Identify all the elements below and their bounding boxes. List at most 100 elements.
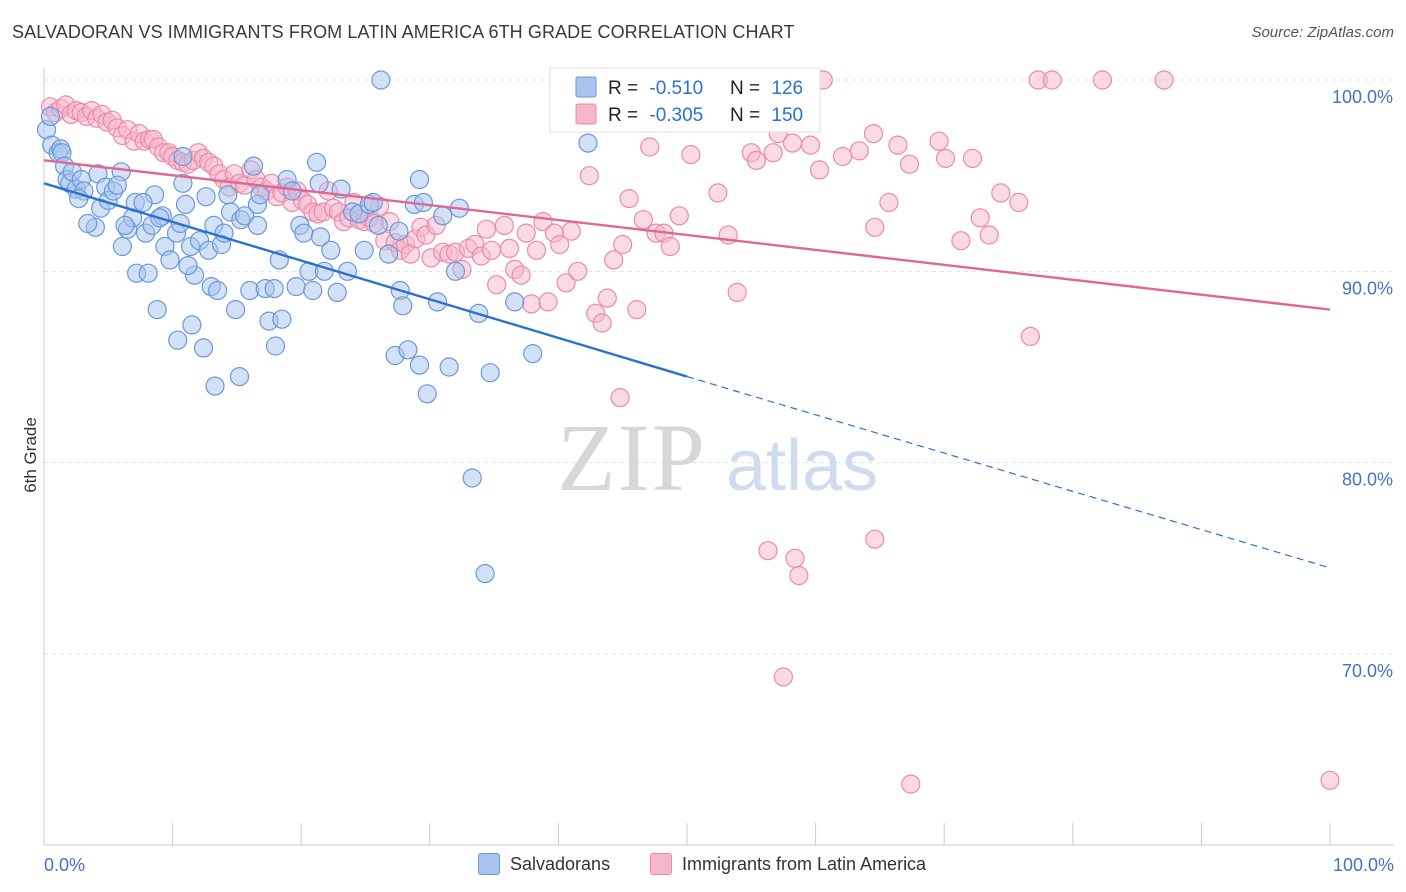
legend-row2-r-label: R = — [608, 105, 643, 126]
salvadorans-point-72 — [310, 227, 331, 247]
immigrants-point-99 — [568, 261, 588, 281]
salvadorans-point-52 — [226, 300, 246, 320]
immigrants-point-104 — [604, 250, 624, 270]
legend-row1-n: N = 126 — [730, 78, 803, 99]
immigrants-point-86 — [494, 215, 514, 235]
legend-swatch-blue — [575, 76, 597, 98]
salvadorans-point-109 — [115, 215, 135, 235]
salvadorans-point-82 — [363, 192, 383, 213]
immigrants-point-152 — [865, 217, 885, 237]
immigrants-point-91 — [521, 294, 542, 314]
legend-label-immigrants: Immigrants from Latin America — [682, 853, 927, 874]
immigrants-point-90 — [516, 223, 536, 243]
legend-row1-r: R = -0.510 — [608, 78, 703, 99]
salvadorans-point-61 — [264, 279, 284, 299]
salvadorans-point-34 — [168, 330, 188, 350]
immigrants-point-150 — [610, 388, 630, 408]
x-tick-label-start: 0.0% — [44, 855, 85, 875]
immigrants-point-133 — [935, 148, 956, 168]
immigrants-point-153 — [951, 231, 971, 251]
y-axis-label: 6th Grade — [21, 417, 40, 493]
salvadorans-point-20 — [112, 236, 133, 257]
salvadorans-trend-extension — [686, 375, 1331, 569]
immigrants-point-120 — [763, 143, 783, 163]
salvadorans-point-75 — [327, 282, 347, 302]
immigrants-point-131 — [899, 154, 920, 174]
salvadorans-point-116 — [247, 215, 268, 235]
immigrants-point-137 — [1009, 192, 1029, 213]
salvadorans-point-117 — [309, 173, 329, 193]
immigrants-point-135 — [979, 225, 999, 245]
immigrants-point-109 — [640, 137, 660, 157]
salvadorans-point-32 — [160, 250, 180, 270]
salvadorans-point-118 — [389, 221, 409, 241]
immigrants-point-119 — [746, 150, 767, 170]
immigrants-point-107 — [627, 300, 647, 320]
salvadorans-point-80 — [354, 240, 374, 260]
salvadorans-point-43 — [196, 187, 216, 207]
salvadorans-point-88 — [393, 296, 413, 316]
immigrants-point-142 — [1020, 326, 1041, 346]
legend-row2-n: N = 150 — [730, 105, 803, 126]
salvadorans-point-29 — [147, 300, 167, 320]
watermark: ZIP atlas — [557, 404, 878, 511]
salvadorans-point-103 — [523, 344, 543, 364]
immigrants-point-136 — [991, 183, 1011, 203]
immigrants-point-141 — [1154, 70, 1174, 90]
salvadorans-point-106 — [229, 367, 250, 387]
salvadorans-point-39 — [182, 315, 202, 335]
immigrants-point-144 — [785, 548, 805, 568]
immigrants-point-106 — [619, 189, 639, 209]
immigrants-trend-line — [43, 159, 1331, 311]
immigrants-point-108 — [633, 210, 653, 230]
immigrants-point-114 — [681, 145, 701, 165]
series-immigrants-latin-america — [40, 70, 1340, 794]
salvadorans-point-42 — [193, 338, 214, 358]
immigrants-point-96 — [550, 234, 570, 255]
immigrants-point-84 — [481, 240, 502, 260]
immigrants-point-154 — [970, 208, 990, 228]
salvadorans-point-66 — [286, 277, 306, 297]
salvadorans-point-101 — [480, 363, 500, 383]
salvadorans-point-113 — [107, 175, 127, 195]
legend-series: Salvadorans Immigrants from Latin Americ… — [0, 850, 1406, 878]
immigrants-point-85 — [487, 275, 507, 295]
immigrants-point-139 — [1042, 70, 1062, 90]
axes — [43, 68, 1394, 846]
salvadorans-point-95 — [433, 206, 453, 226]
immigrants-point-127 — [849, 141, 869, 161]
legend-item-salvadorans[interactable]: Salvadorans — [478, 850, 610, 878]
salvadorans-point-89 — [398, 340, 418, 360]
immigrants-point-115 — [708, 183, 728, 203]
salvadorans-point-68 — [294, 223, 314, 243]
legend-label-salvadorans: Salvadorans — [510, 853, 611, 874]
chart-title: SALVADORAN VS IMMIGRANTS FROM LATIN AMER… — [12, 22, 795, 42]
salvadorans-point-36 — [173, 173, 193, 193]
x-tick-labels: 0.0% 100.0% — [44, 855, 1394, 875]
immigrants-point-143 — [758, 541, 778, 561]
immigrants-point-134 — [962, 148, 983, 168]
salvadorans-point-83 — [368, 215, 388, 235]
y-tick-label-90: 90.0% — [1342, 278, 1393, 298]
salvadorans-point-58 — [250, 185, 270, 205]
salvadorans-point-107 — [205, 376, 225, 396]
immigrants-point-147 — [773, 667, 794, 687]
immigrants-point-97 — [556, 273, 576, 293]
immigrants-point-92 — [526, 240, 547, 260]
salvadorans-point-84 — [371, 70, 391, 90]
salvadorans-point-50 — [218, 185, 238, 205]
immigrants-point-132 — [929, 131, 949, 151]
immigrants-point-89 — [511, 265, 531, 285]
salvadorans-point-102 — [505, 292, 525, 312]
legend-item-immigrants[interactable]: Immigrants from Latin America — [650, 850, 926, 878]
salvadorans-point-120 — [173, 146, 193, 167]
immigrants-point-87 — [499, 238, 520, 258]
legend-row2-n-value: 150 — [771, 105, 803, 126]
immigrants-point-130 — [888, 135, 908, 155]
immigrants-point-140 — [1092, 70, 1113, 90]
immigrants-point-83 — [476, 219, 496, 239]
immigrants-point-128 — [863, 124, 884, 144]
salvadorans-point-111 — [78, 213, 98, 234]
salvadorans-point-119 — [409, 169, 430, 190]
